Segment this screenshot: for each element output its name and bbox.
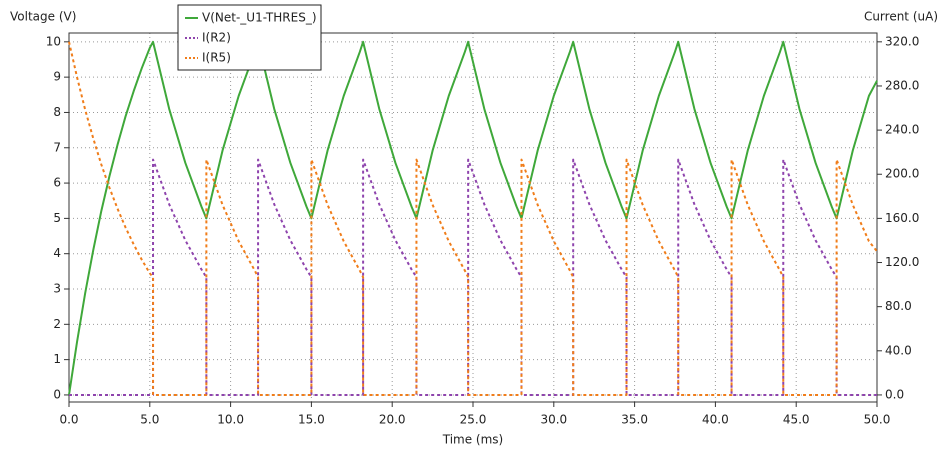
y2-tick-label: 280.0 <box>885 78 919 92</box>
y-tick-label: 7 <box>53 140 61 154</box>
y-tick-label: 10 <box>46 34 61 48</box>
y-tick-label: 6 <box>53 176 61 190</box>
legend-label: I(R5) <box>202 51 231 65</box>
x-tick-label: 15.0 <box>298 413 325 427</box>
x-tick-label: 30.0 <box>540 413 567 427</box>
y-tick-label: 5 <box>53 211 61 225</box>
y2-tick-label: 320.0 <box>885 34 919 48</box>
y-tick-label: 2 <box>53 317 61 331</box>
legend-label: V(Net-_U1-THRES_) <box>202 11 317 25</box>
x-tick-label: 5.0 <box>140 413 159 427</box>
x-tick-label: 35.0 <box>621 413 648 427</box>
plot-frame <box>68 32 878 403</box>
x-tick-label: 25.0 <box>460 413 487 427</box>
legend: V(Net-_U1-THRES_) I(R2) I(R5) <box>177 4 322 71</box>
series-line <box>69 158 877 396</box>
y2-tick-label: 240.0 <box>885 123 919 137</box>
x-axis-label: Time (ms) <box>442 433 504 447</box>
y2-tick-label: 0.0 <box>885 387 904 401</box>
y-axis-label: Voltage (V) <box>10 10 76 24</box>
y-tick-label: 0 <box>53 387 61 401</box>
legend-label: I(R2) <box>202 31 231 45</box>
x-tick-label: 45.0 <box>783 413 810 427</box>
x-tick-label: 20.0 <box>379 413 406 427</box>
series-line <box>68 40 878 396</box>
x-tick-label: 50.0 <box>864 413 891 427</box>
y2-tick-label: 80.0 <box>885 299 912 313</box>
legend-box <box>177 4 322 71</box>
y-tick-label: 9 <box>53 70 61 84</box>
x-tick-label: 40.0 <box>702 413 729 427</box>
y-tick-label: 3 <box>53 282 61 296</box>
x-tick-label: 10.0 <box>217 413 244 427</box>
y2-tick-label: 160.0 <box>885 211 919 225</box>
y-tick-label: 1 <box>53 352 61 366</box>
y2-tick-label: 120.0 <box>885 255 919 269</box>
y2-axis-label: Current (uA) <box>864 10 938 24</box>
series-line <box>68 41 878 396</box>
y-tick-label: 4 <box>53 246 61 260</box>
x-tick-label: 0.0 <box>59 413 78 427</box>
y-tick-label: 8 <box>53 105 61 119</box>
y2-tick-label: 200.0 <box>885 167 919 181</box>
y2-tick-label: 40.0 <box>885 343 912 357</box>
